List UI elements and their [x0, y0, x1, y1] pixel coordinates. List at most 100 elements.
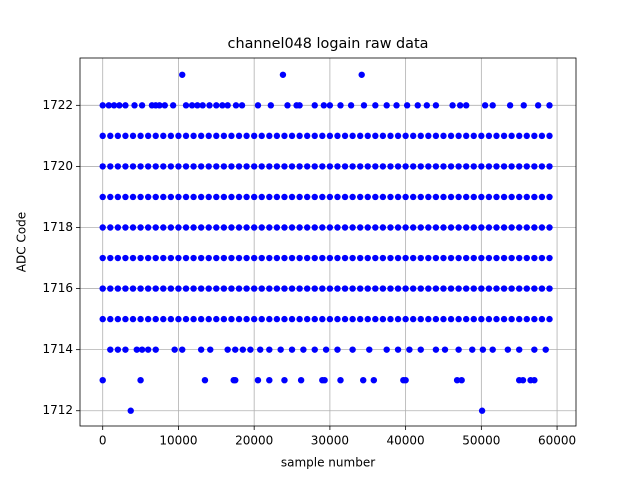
point — [232, 102, 240, 109]
point — [326, 163, 334, 170]
point — [281, 315, 288, 323]
point — [387, 285, 394, 292]
point — [296, 193, 303, 201]
point — [99, 193, 106, 201]
point — [137, 254, 144, 262]
point — [288, 193, 296, 201]
point — [273, 285, 281, 292]
point — [432, 163, 440, 170]
point — [122, 102, 129, 109]
point — [440, 285, 447, 292]
point — [462, 315, 470, 323]
point — [250, 315, 258, 323]
point — [258, 254, 265, 262]
point — [138, 102, 146, 109]
point — [235, 193, 243, 201]
point — [387, 315, 394, 323]
point — [175, 163, 182, 170]
point — [531, 193, 538, 201]
point — [393, 102, 400, 109]
point — [478, 132, 485, 140]
point — [478, 407, 486, 414]
point — [372, 254, 379, 262]
point — [432, 132, 440, 140]
point — [122, 163, 129, 170]
point — [478, 285, 485, 292]
point — [519, 376, 527, 384]
point — [319, 163, 326, 170]
point — [238, 102, 246, 109]
point — [440, 254, 447, 262]
point — [387, 224, 394, 231]
point — [470, 254, 477, 262]
point — [470, 285, 477, 292]
point — [99, 102, 106, 109]
point — [258, 163, 265, 170]
x-tick-label: 60000 — [538, 434, 576, 448]
point — [127, 407, 134, 414]
point — [266, 285, 273, 292]
point — [523, 285, 530, 292]
point — [288, 285, 296, 292]
point — [334, 315, 341, 323]
point — [341, 315, 349, 323]
point — [394, 285, 402, 292]
point — [379, 254, 387, 262]
point — [489, 102, 496, 109]
point — [303, 132, 311, 140]
point — [425, 315, 432, 323]
point — [372, 224, 379, 231]
point — [500, 224, 508, 231]
point — [228, 132, 235, 140]
point — [235, 132, 243, 140]
point — [197, 346, 205, 353]
point — [144, 163, 152, 170]
point — [296, 102, 303, 109]
point — [387, 163, 394, 170]
point — [394, 193, 402, 201]
point — [485, 193, 493, 201]
point — [523, 224, 530, 231]
point — [243, 285, 250, 292]
y-axis-label: ADC Code — [15, 212, 29, 272]
point — [258, 285, 265, 292]
point — [546, 315, 553, 323]
point — [417, 163, 424, 170]
point — [538, 224, 546, 231]
point — [531, 163, 538, 170]
point — [326, 315, 334, 323]
point — [239, 346, 247, 353]
point — [220, 254, 228, 262]
point — [319, 285, 326, 292]
point — [122, 346, 129, 353]
point — [281, 376, 288, 384]
point — [523, 163, 530, 170]
point — [402, 285, 409, 292]
point — [220, 285, 228, 292]
point — [205, 254, 212, 262]
point — [228, 285, 235, 292]
point — [160, 315, 167, 323]
point — [440, 315, 447, 323]
point — [531, 346, 538, 353]
point — [107, 254, 114, 262]
point — [281, 193, 288, 201]
point — [235, 163, 243, 170]
point — [394, 163, 402, 170]
point — [349, 346, 356, 353]
point — [160, 132, 167, 140]
point — [349, 224, 356, 231]
point — [364, 285, 371, 292]
point — [297, 376, 305, 384]
point — [493, 163, 500, 170]
point — [213, 132, 220, 140]
point — [447, 315, 455, 323]
point — [341, 132, 349, 140]
point — [228, 315, 235, 323]
point — [485, 224, 493, 231]
point — [402, 193, 409, 201]
point — [169, 102, 177, 109]
point — [250, 285, 258, 292]
point — [458, 376, 465, 384]
